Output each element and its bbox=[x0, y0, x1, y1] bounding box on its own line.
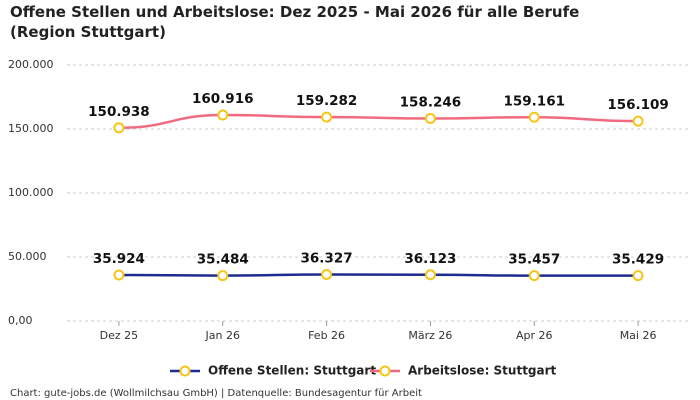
point bbox=[424, 112, 436, 124]
y-tick-label: 100.000 bbox=[8, 186, 54, 199]
point bbox=[113, 269, 125, 281]
point bbox=[424, 269, 436, 281]
point bbox=[632, 115, 644, 127]
y-tick-label: 150.000 bbox=[8, 122, 54, 135]
value-label: 35.484 bbox=[197, 252, 249, 268]
point bbox=[217, 270, 229, 282]
value-label: 159.282 bbox=[296, 93, 358, 109]
point bbox=[528, 111, 540, 123]
value-label: 156.109 bbox=[607, 97, 669, 113]
y-tick-label: 200.000 bbox=[8, 58, 54, 71]
value-label: 35.924 bbox=[93, 251, 145, 267]
x-tick-label: Mai 26 bbox=[620, 329, 657, 342]
x-tick-label: Apr 26 bbox=[516, 329, 553, 342]
series-line bbox=[118, 113, 639, 130]
value-label: 35.457 bbox=[508, 252, 560, 268]
point bbox=[321, 269, 333, 281]
x-tick-label: März 26 bbox=[408, 329, 452, 342]
legend-label: Arbeitslose: Stuttgart bbox=[408, 364, 557, 378]
value-label: 36.123 bbox=[404, 251, 456, 267]
legend-label: Offene Stellen: Stuttgart bbox=[208, 364, 376, 378]
x-tick-label: Dez 25 bbox=[100, 329, 139, 342]
x-tick-label: Feb 26 bbox=[308, 329, 345, 342]
legend-marker bbox=[379, 365, 391, 377]
source: Chart: gute-jobs.de (Wollmilchsau GmbH) … bbox=[10, 388, 422, 399]
point bbox=[528, 270, 540, 282]
y-tick-label: 0,00 bbox=[8, 314, 33, 327]
point bbox=[632, 270, 644, 282]
point bbox=[321, 111, 333, 123]
value-label: 158.246 bbox=[400, 94, 462, 110]
legend-marker bbox=[179, 365, 191, 377]
value-label: 159.161 bbox=[504, 93, 566, 109]
series-line bbox=[118, 273, 639, 277]
point bbox=[217, 109, 229, 121]
value-label: 35.429 bbox=[612, 252, 664, 268]
x-tick-label: Jan 26 bbox=[205, 329, 240, 342]
value-label: 160.916 bbox=[192, 91, 254, 107]
value-label: 150.938 bbox=[88, 104, 150, 120]
chart-title: Offene Stellen und Arbeitslose: Dez 2025… bbox=[10, 3, 580, 41]
value-label: 36.327 bbox=[301, 251, 353, 267]
point bbox=[113, 122, 125, 134]
y-tick-label: 50.000 bbox=[8, 250, 47, 263]
